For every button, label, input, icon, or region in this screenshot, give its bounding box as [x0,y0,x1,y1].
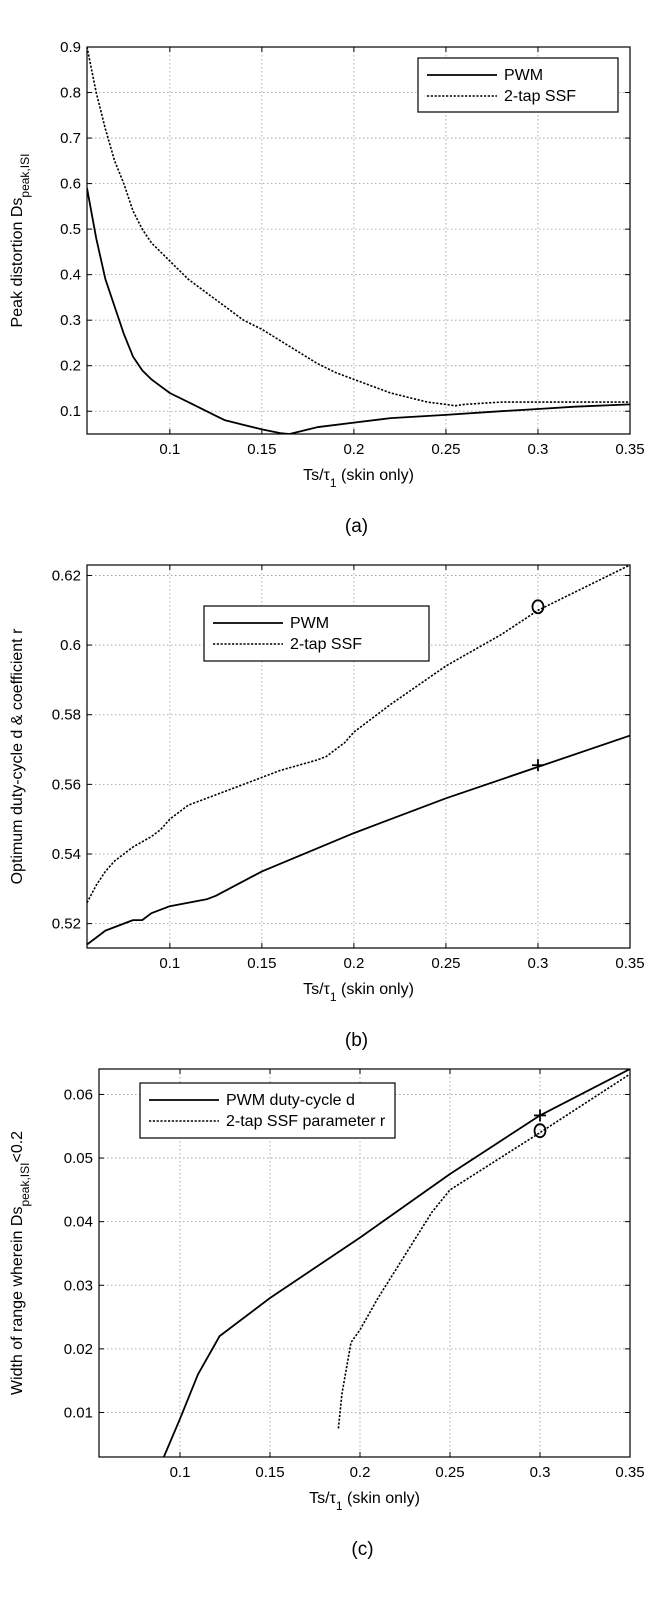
chart-panel-3: 0.1 0.15 0.2 0.25 0.3 0.35 0.01 0.02 0.03 0.04 0.0… [9,1068,645,1560]
x-tick-label: 0.25 [431,441,460,458]
x-axis-label: Ts/τ1 (skin only) [303,467,414,490]
legend-label-1: PWM [290,615,329,632]
label-main: Optimum duty-cycle d & coefficient r [9,628,26,884]
x-tick-label: 0.15 [247,955,276,972]
series-line-1 [87,187,630,434]
y-tick-label: 0.54 [52,846,81,863]
x-tick-label: 0.2 [350,1464,371,1481]
x-axis-label: Ts/τ1 (skin only) [303,981,414,1004]
y-tick-label: 0.6 [60,176,81,193]
x-tick-label: 0.15 [247,441,276,458]
label-subscript: peak,ISI [18,154,32,198]
plot-frame [86,46,631,435]
label-subscript: 1 [330,990,337,1004]
x-tick-label: 0.25 [435,1464,464,1481]
label-tail: (skin only) [337,467,414,484]
label-main: Width of range wherein Ds [9,1207,26,1396]
series-line-1 [162,1069,630,1457]
y-tick-label: 0.3 [60,312,81,329]
series-line-1 [87,734,630,946]
label-tail: (skin only) [343,1490,420,1507]
label-subscript: 1 [336,1499,343,1513]
series-line-2 [337,1073,630,1429]
label-subscript: peak,ISI [18,1163,32,1207]
marker-circle [533,1123,547,1139]
y-tick-label: 0.02 [64,1341,93,1358]
y-tick-label: 0.4 [60,267,81,284]
y-tick-label: 0.01 [64,1404,93,1421]
panel-label: (a) [345,516,368,537]
x-tick-label: 0.3 [528,955,549,972]
label-main: Peak distortion Ds [9,198,26,328]
y-tick-label: 0.58 [52,707,81,724]
y-tick-label: 0.03 [64,1277,93,1294]
x-tick-label: 0.15 [255,1464,284,1481]
y-tick-label: 0.05 [64,1150,93,1167]
y-tick-label: 0.6 [60,637,81,654]
label-main: Ts/τ [303,981,330,998]
legend-label-2: 2-tap SSF parameter r [226,1113,386,1130]
x-axis-label: Ts/τ1 (skin only) [309,1490,420,1513]
legend-label-2: 2-tap SSF [504,88,576,105]
legend: PWM 2-tap SSF [417,57,619,113]
y-tick-label: 0.1 [60,403,81,420]
label-tail: <0.2 [9,1131,26,1163]
y-tick-label: 0.56 [52,776,81,793]
y-axis-label: Peak distortion Dspeak,ISI [9,154,32,328]
plot-frame [86,564,631,949]
y-tick-label: 0.62 [52,567,81,584]
x-tick-label: 0.1 [159,955,180,972]
legend-label-1: PWM [504,67,543,84]
legend: PWM 2-tap SSF [203,605,430,662]
y-tick-label: 0.2 [60,358,81,375]
chart-panel-1: 0.1 0.15 0.2 0.25 0.3 0.35 0.1 0.2 0.3 0.4 0.5 0.6 0… [9,39,645,537]
x-tick-label: 0.1 [159,441,180,458]
y-tick-label: 0.06 [64,1086,93,1103]
label-main: Ts/τ [309,1490,336,1507]
y-axis-label: Width of range wherein Dspeak,ISI<0.2 [9,1131,32,1395]
x-tick-label: 0.35 [615,441,644,458]
x-tick-label: 0.3 [528,441,549,458]
marker-plus [534,1109,546,1122]
x-tick-label: 0.1 [170,1464,191,1481]
y-tick-label: 0.5 [60,221,81,238]
label-tail: (skin only) [337,981,414,998]
x-tick-label: 0.25 [431,955,460,972]
series-line-2 [87,565,630,904]
x-tick-label: 0.35 [615,1464,644,1481]
x-tick-label: 0.3 [530,1464,551,1481]
marker-circle [531,599,545,615]
legend: PWM duty-cycle d 2-tap SSF parameter r [139,1082,396,1139]
y-tick-label: 0.8 [60,85,81,102]
label-main: Ts/τ [303,467,330,484]
x-tick-label: 0.2 [343,955,364,972]
legend-label-2: 2-tap SSF [290,636,362,653]
y-tick-label: 0.9 [60,39,81,56]
series-line-2 [87,47,630,407]
label-subscript: 1 [330,476,337,490]
y-tick-label: 0.7 [60,130,81,147]
panel-label: (c) [351,1539,373,1560]
x-tick-label: 0.2 [343,441,364,458]
y-tick-label: 0.04 [64,1214,93,1231]
y-tick-label: 0.52 [52,916,81,933]
chart-panel-2: 0.1 0.15 0.2 0.25 0.3 0.35 0.52 0.54 0.56 0.58 0.6… [9,564,645,1051]
marker-plus [531,759,544,772]
legend-label-1: PWM duty-cycle d [226,1092,355,1109]
plot-frame [98,1068,631,1458]
panel-label: (b) [345,1030,368,1051]
x-tick-label: 0.35 [615,955,644,972]
y-axis-label: Optimum duty-cycle d & coefficient r [9,628,26,884]
